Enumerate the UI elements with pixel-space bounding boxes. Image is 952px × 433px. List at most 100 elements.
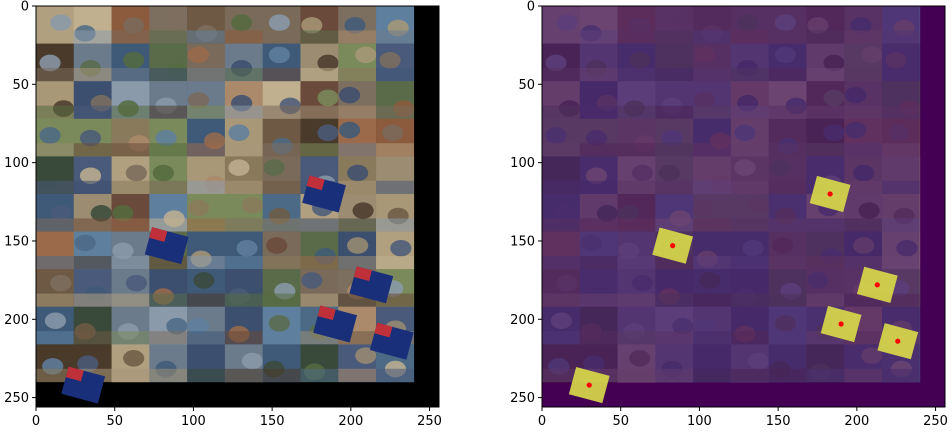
tile-detail: [317, 124, 339, 142]
x-tick-label: 100: [687, 414, 712, 429]
tile-detail: [382, 124, 404, 142]
tile-detail: [224, 143, 263, 157]
tile-detail: [301, 272, 323, 289]
tile-detail: [111, 293, 150, 307]
tile-detail: [376, 255, 414, 270]
y-tick-label: 250: [510, 391, 535, 406]
tile-detail: [36, 331, 74, 345]
tile-detail: [39, 127, 61, 144]
x-tick-label: 0: [538, 414, 546, 429]
flag-patch-accent: [317, 305, 336, 321]
tile-detail: [149, 105, 188, 119]
tile-detail: [111, 368, 150, 382]
tile-detail: [339, 121, 361, 139]
tile-detail: [123, 51, 145, 69]
tile-detail: [125, 164, 147, 182]
axes-frame: [541, 5, 946, 408]
tile-detail: [152, 164, 174, 182]
tile-detail: [347, 237, 369, 254]
x-tick-label: 50: [612, 414, 629, 429]
tile-detail: [187, 30, 225, 44]
tile-detail: [338, 68, 377, 82]
tile-detail: [262, 293, 301, 307]
tile-detail: [149, 368, 188, 382]
tile-detail: [352, 309, 374, 327]
tile-detail: [149, 30, 188, 44]
tile-detail: [50, 14, 72, 31]
tile-detail: [112, 205, 134, 222]
y-tick-label: 200: [4, 313, 29, 328]
tile-detail: [36, 143, 74, 157]
tile-detail: [300, 68, 339, 82]
tile-detail: [344, 17, 366, 34]
tile-detail: [187, 331, 225, 345]
x-tick-label: 50: [106, 414, 123, 429]
flag-patch-accent: [353, 266, 372, 281]
tile-detail: [262, 68, 301, 82]
tile-detail: [73, 331, 112, 345]
tile-detail: [266, 237, 288, 254]
tile-detail: [224, 218, 263, 232]
flag-patch-accent: [374, 322, 393, 338]
tile-detail: [187, 218, 225, 232]
tile-detail: [111, 68, 150, 82]
y-tick-label: 50: [518, 78, 535, 93]
tile-detail: [347, 164, 369, 182]
tile-detail: [317, 89, 339, 107]
tile-detail: [187, 68, 225, 82]
tile-detail: [376, 105, 414, 119]
tile-detail: [224, 255, 263, 270]
tile-detail: [111, 255, 150, 270]
tile-detail: [228, 124, 250, 142]
tile-detail: [73, 30, 112, 44]
tile-detail: [338, 255, 377, 270]
tile-detail: [73, 255, 112, 270]
tile-detail: [187, 105, 225, 119]
tile-detail: [376, 143, 414, 157]
x-tick-label: 250: [923, 414, 948, 429]
tile-detail: [155, 129, 177, 147]
x-tick-label: 250: [417, 414, 442, 429]
tile-detail: [187, 368, 225, 382]
tile-detail: [355, 46, 377, 64]
tile-detail: [187, 143, 225, 157]
tile-detail: [36, 293, 74, 307]
tile-detail: [300, 218, 339, 232]
x-tick-label: 0: [32, 414, 40, 429]
tile-detail: [241, 196, 264, 214]
tile-detail: [338, 143, 377, 157]
tile-detail: [149, 180, 188, 194]
tile-detail: [44, 242, 67, 260]
tile-detail: [300, 368, 339, 382]
center-marker: [827, 191, 833, 197]
tile-detail: [111, 218, 150, 232]
tile-detail: [149, 68, 188, 82]
tile-detail: [187, 92, 210, 109]
tile-detail: [36, 68, 74, 82]
tile-detail: [300, 30, 339, 44]
tile-detail: [376, 218, 414, 232]
tile-detail: [300, 143, 339, 157]
tile-detail: [352, 202, 374, 219]
tile-detail: [236, 239, 258, 257]
attention-overlay: [542, 6, 920, 382]
tile-detail: [111, 180, 150, 194]
y-tick-label: 200: [510, 313, 535, 328]
x-tick-label: 200: [338, 414, 363, 429]
flag-patch-accent: [149, 227, 168, 242]
tile-detail: [111, 105, 150, 119]
tile-detail: [262, 255, 301, 270]
tile-detail: [123, 350, 145, 367]
tile-detail: [111, 30, 150, 44]
tile-detail: [73, 68, 112, 82]
tile-detail: [166, 317, 188, 335]
tile-detail: [90, 205, 112, 222]
tile-detail: [111, 143, 150, 157]
axes-frame: [35, 5, 440, 408]
tile-detail: [198, 352, 220, 370]
tile-detail: [36, 255, 74, 270]
tile-detail: [149, 218, 188, 232]
x-tick-label: 100: [181, 414, 206, 429]
tile-detail: [338, 368, 377, 382]
